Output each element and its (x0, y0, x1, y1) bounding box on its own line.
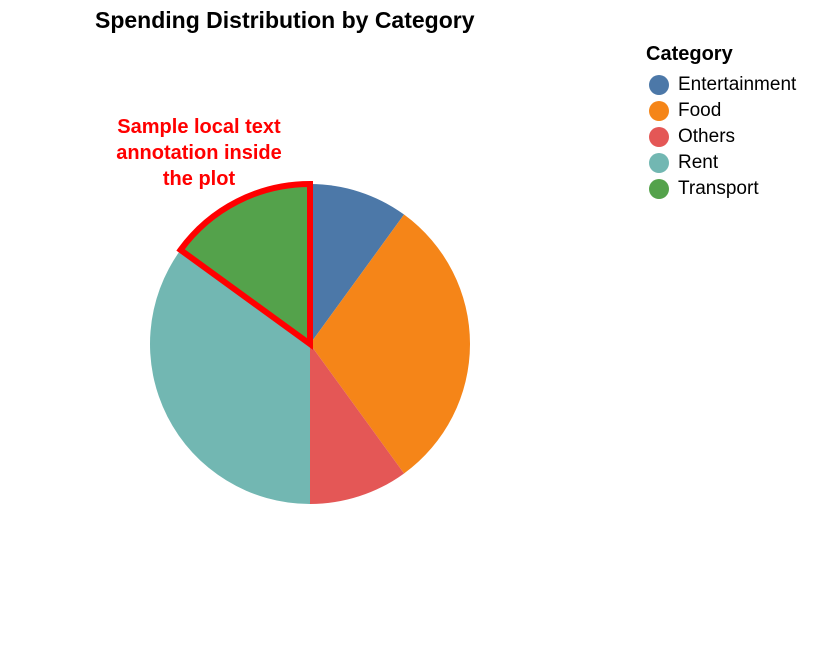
legend-swatch (649, 75, 669, 95)
legend-item-others: Others (646, 124, 796, 150)
legend-swatch (649, 101, 669, 121)
pie-slice-rent (149, 249, 310, 505)
annotation-line: the plot (163, 168, 236, 190)
legend-item-entertainment: Entertainment (646, 72, 796, 98)
legend-item-transport: Transport (646, 176, 796, 202)
pie-slices (149, 183, 471, 505)
legend-swatch (649, 127, 669, 147)
legend-label: Entertainment (678, 74, 797, 95)
legend: Category Entertainment Food Others Rent Tran… (646, 43, 796, 202)
chart-title: Spending Distribution by Category (95, 7, 475, 33)
legend-swatch (649, 179, 669, 199)
highlight-outline (176, 180, 313, 350)
legend-swatch (649, 153, 669, 173)
legend-label: Others (678, 126, 736, 147)
annotation-line: Sample local text (117, 116, 281, 138)
annotation-text: Sample local text annotation inside the pl… (116, 116, 282, 190)
legend-item-rent: Rent (646, 150, 796, 176)
legend-items: Entertainment Food Others Rent Transport (646, 72, 796, 202)
legend-label: Food (678, 100, 722, 121)
annotation-line: annotation inside (116, 142, 282, 164)
highlight-group (176, 180, 313, 350)
legend-label: Transport (678, 178, 759, 199)
pie-slice-others (310, 344, 405, 504)
pie-slice-food (310, 214, 471, 474)
legend-title: Category (646, 43, 733, 65)
legend-item-food: Food (646, 98, 796, 124)
pie-slice-entertainment (310, 183, 405, 344)
pie-slice-transport (180, 184, 310, 344)
legend-label: Rent (678, 152, 719, 173)
